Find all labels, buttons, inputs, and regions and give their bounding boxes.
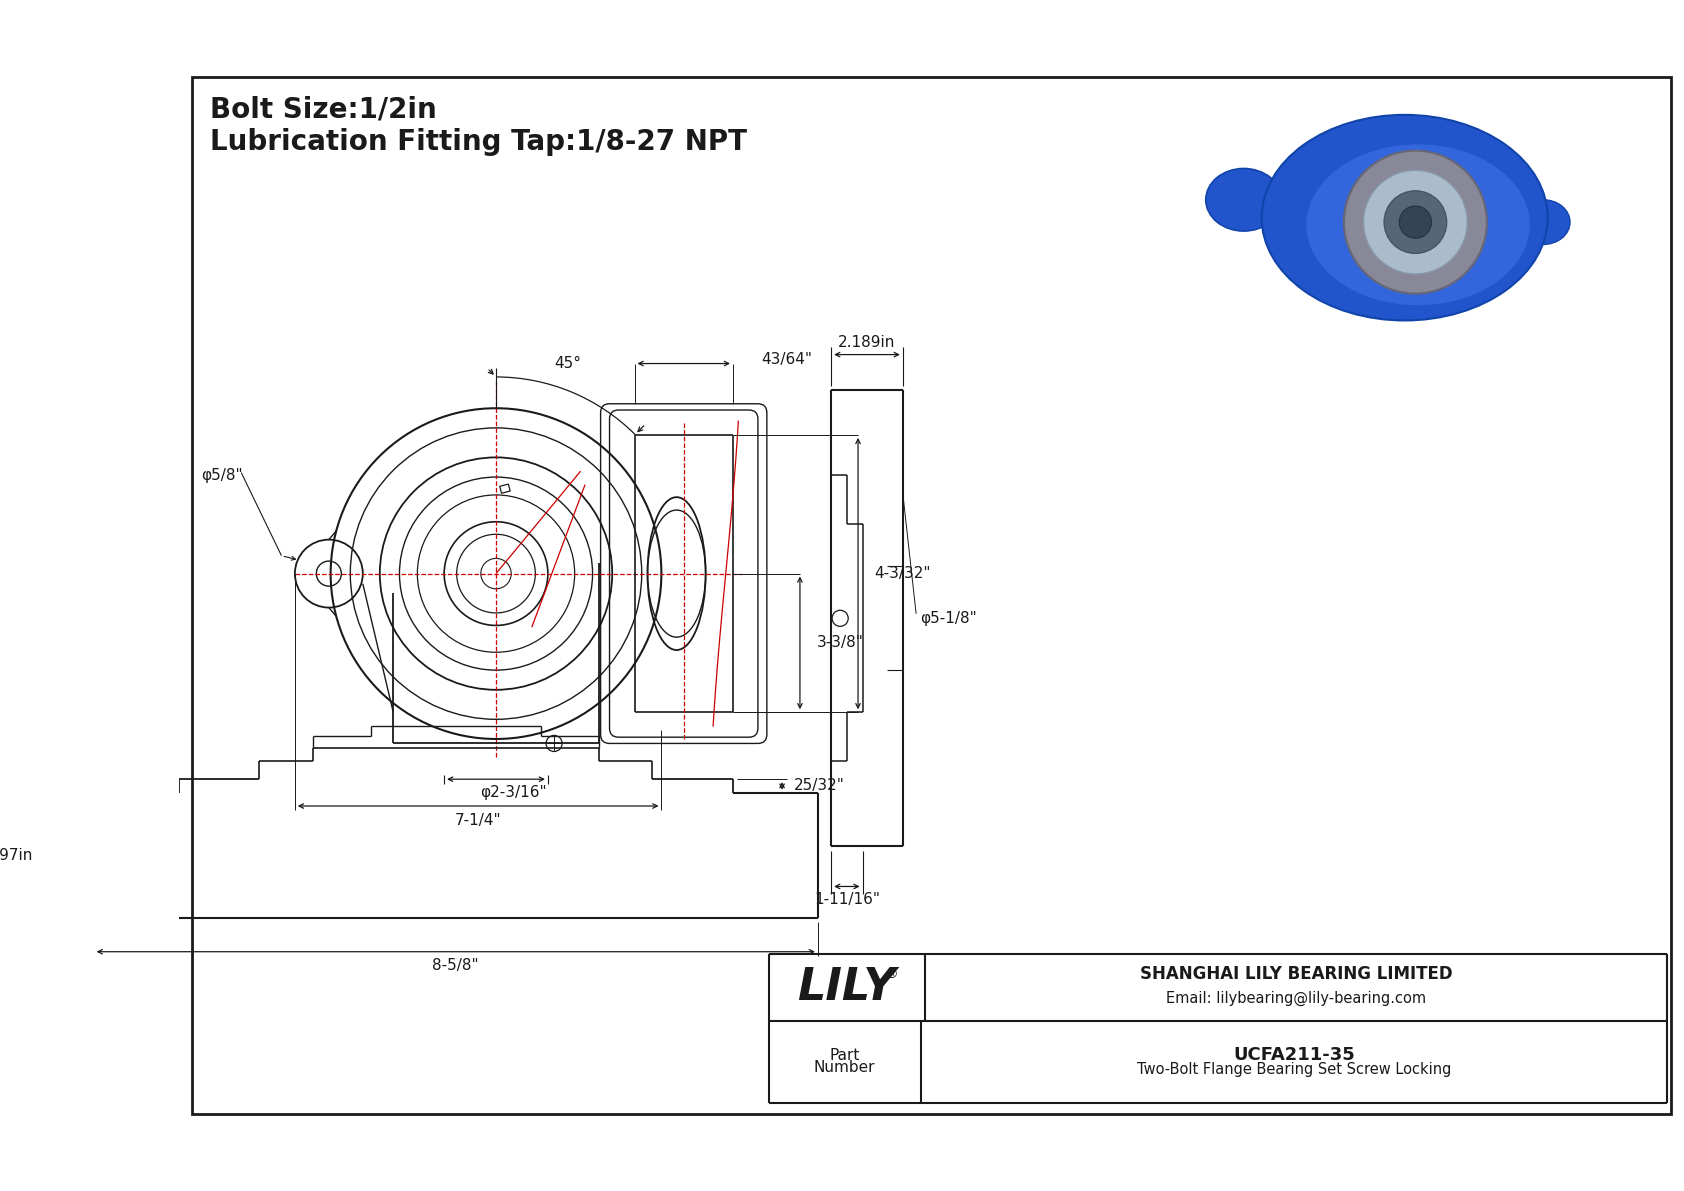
Ellipse shape xyxy=(1206,168,1282,231)
Text: ®: ® xyxy=(884,968,898,981)
Text: UCFA211-35: UCFA211-35 xyxy=(1233,1046,1354,1064)
Text: 2.189in: 2.189in xyxy=(839,335,896,350)
Text: 25/32": 25/32" xyxy=(795,779,845,793)
Text: 43/64": 43/64" xyxy=(761,351,812,367)
Text: Bolt Size:1/2in: Bolt Size:1/2in xyxy=(210,95,436,124)
Circle shape xyxy=(1399,206,1431,238)
Text: 3-3/8": 3-3/8" xyxy=(817,635,864,650)
Text: 8-5/8": 8-5/8" xyxy=(433,958,478,973)
Text: 1-11/16": 1-11/16" xyxy=(813,892,879,908)
Ellipse shape xyxy=(1516,200,1569,244)
Text: Part: Part xyxy=(830,1048,861,1062)
Text: 2.297in: 2.297in xyxy=(0,848,34,862)
Text: 45°: 45° xyxy=(554,356,581,372)
Text: Number: Number xyxy=(813,1060,876,1075)
Text: φ5-1/8": φ5-1/8" xyxy=(921,611,977,625)
Text: LILY: LILY xyxy=(797,966,896,1009)
Circle shape xyxy=(1344,150,1487,294)
Text: Two-Bolt Flange Bearing Set Screw Locking: Two-Bolt Flange Bearing Set Screw Lockin… xyxy=(1137,1062,1452,1077)
Text: 7-1/4": 7-1/4" xyxy=(455,812,502,828)
Bar xyxy=(500,484,510,493)
Text: Lubrication Fitting Tap:1/8-27 NPT: Lubrication Fitting Tap:1/8-27 NPT xyxy=(210,129,748,156)
Text: Email: lilybearing@lily-bearing.com: Email: lilybearing@lily-bearing.com xyxy=(1165,991,1426,1006)
Circle shape xyxy=(1384,191,1447,254)
Text: φ5/8": φ5/8" xyxy=(200,468,242,482)
Text: φ2-3/16": φ2-3/16" xyxy=(480,785,547,800)
Ellipse shape xyxy=(1261,114,1548,320)
Ellipse shape xyxy=(1307,144,1529,305)
Text: SHANGHAI LILY BEARING LIMITED: SHANGHAI LILY BEARING LIMITED xyxy=(1140,965,1452,983)
Text: 4-3/32": 4-3/32" xyxy=(874,566,931,581)
Circle shape xyxy=(1364,170,1467,274)
